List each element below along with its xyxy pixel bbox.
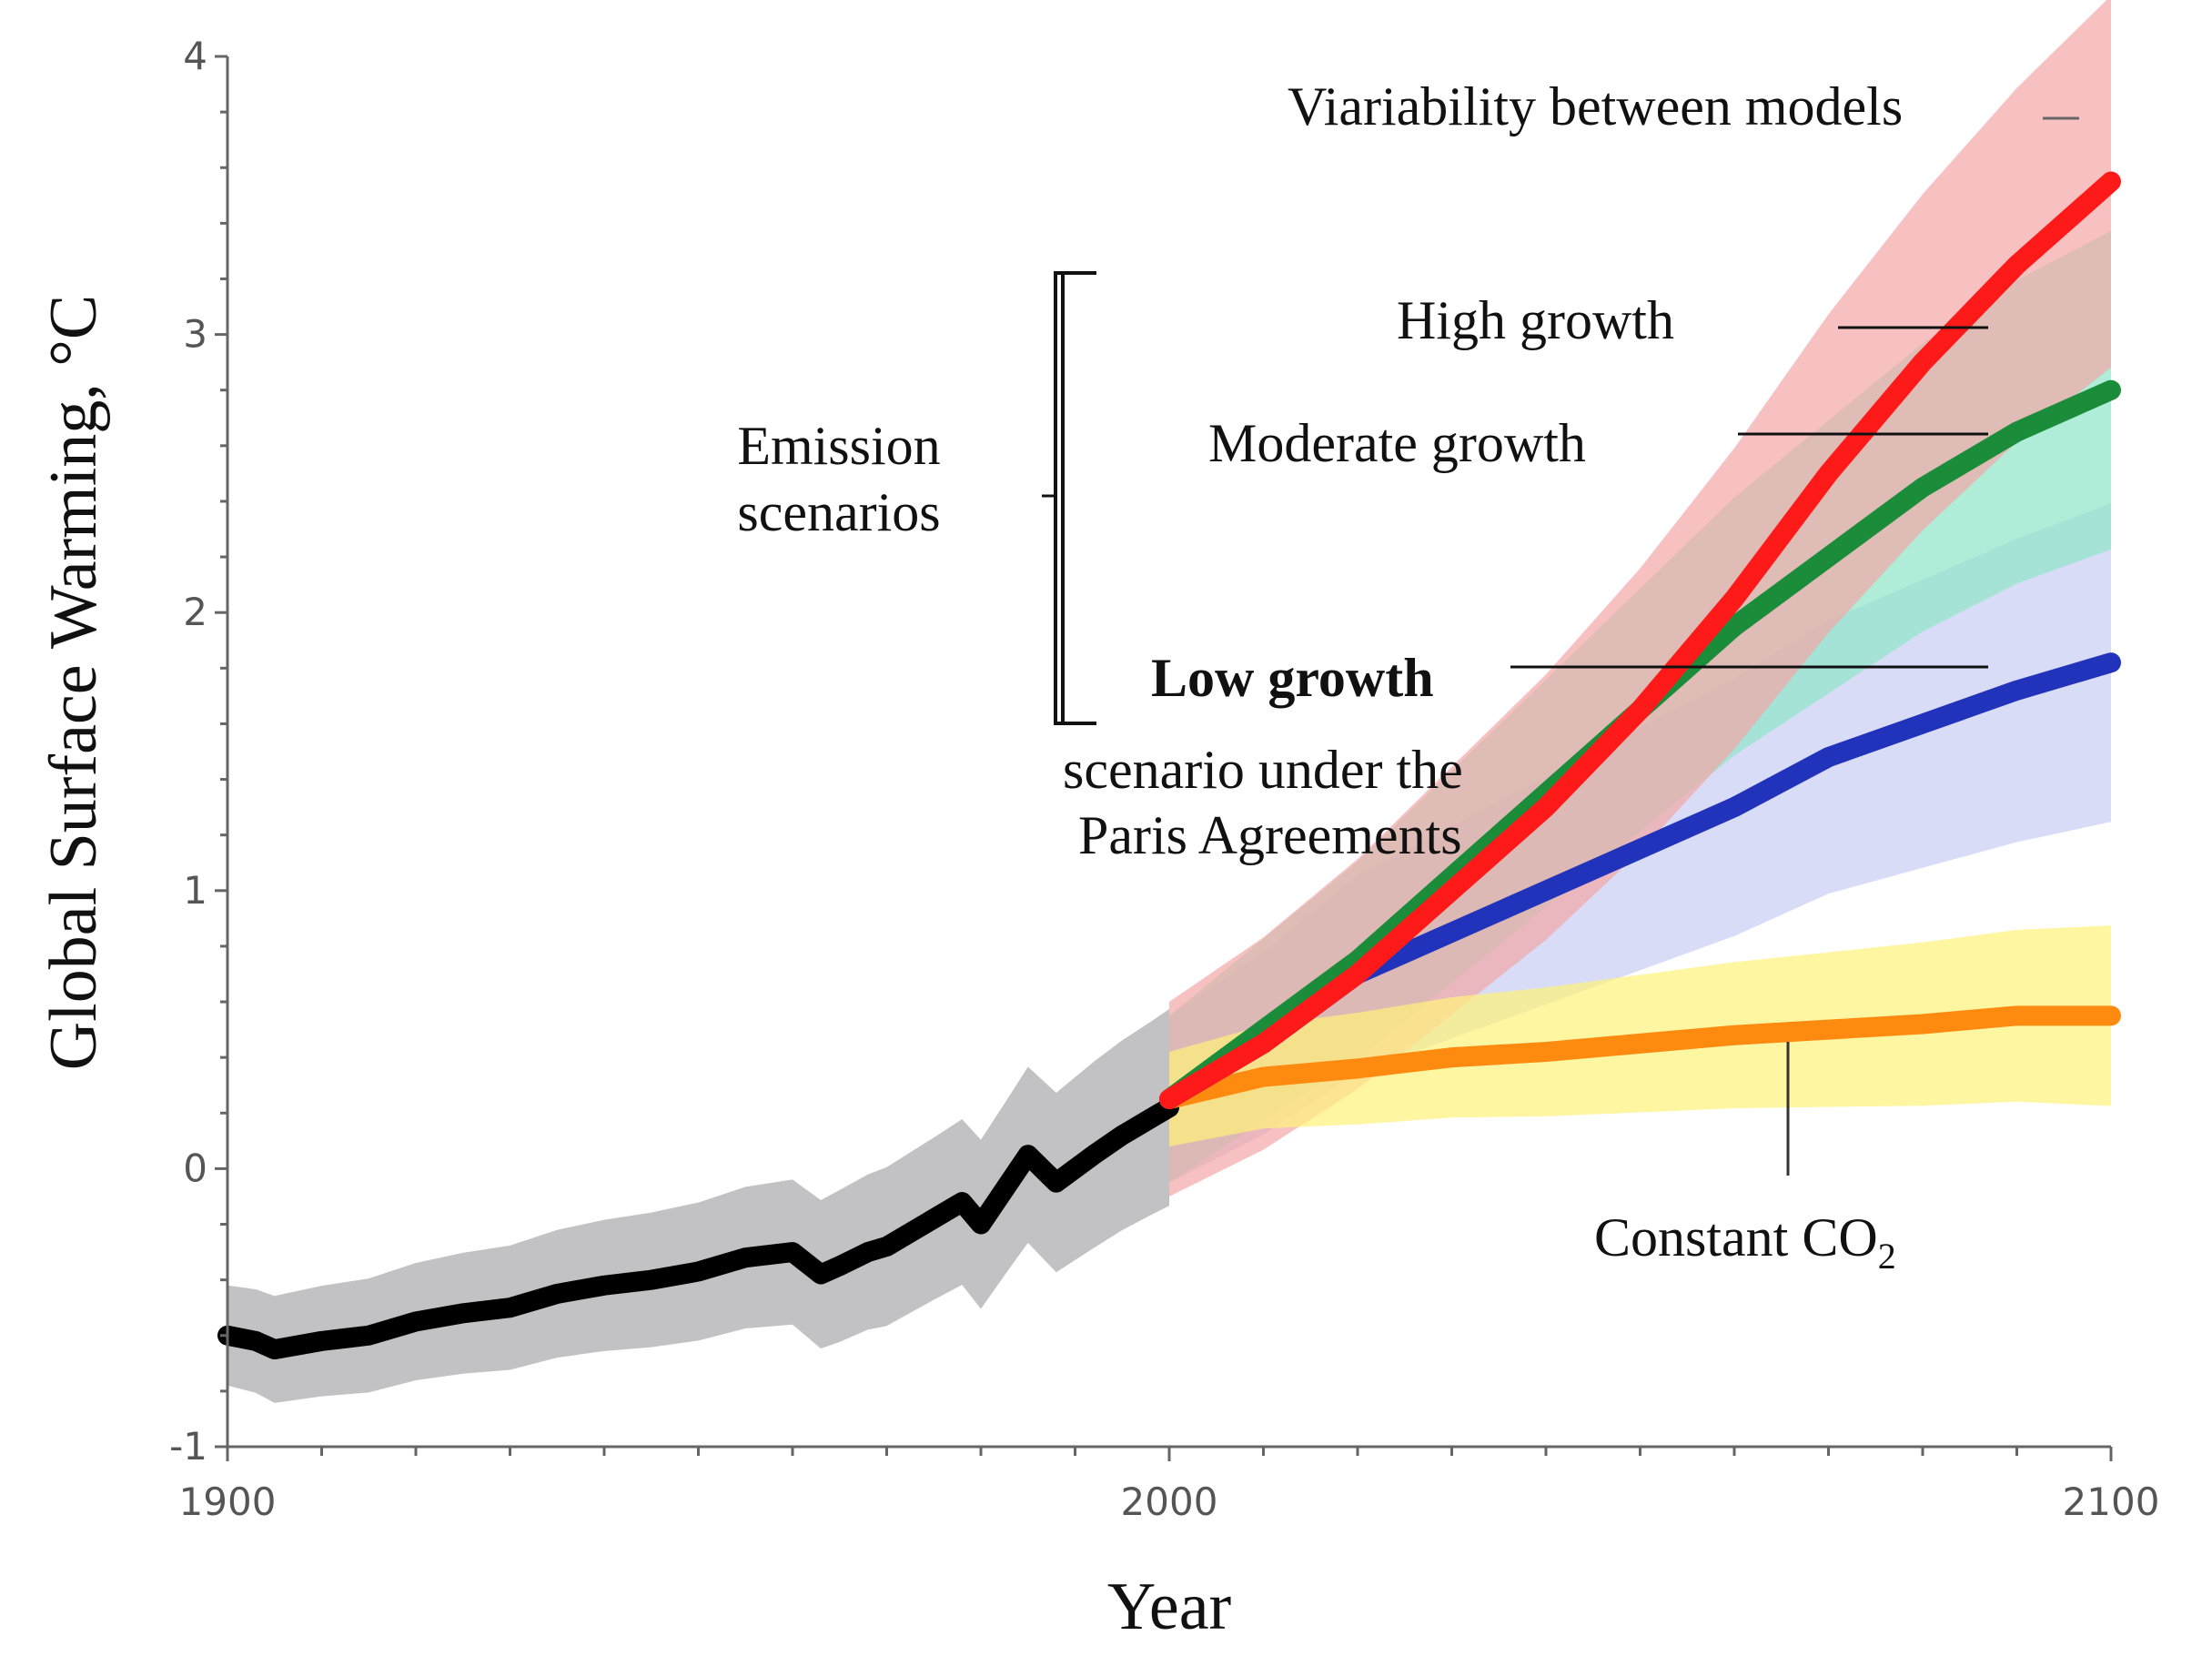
paris-label-line1: scenario under the: [1063, 740, 1463, 800]
emission-label-line1: Emission: [737, 416, 940, 476]
x-axis-title: Year: [1107, 1570, 1231, 1644]
emission-label-line2: scenarios: [737, 482, 940, 542]
low-growth-label: Low growth: [1151, 648, 1434, 708]
x-axis: 1900 2000 2100: [179, 1445, 2160, 1524]
high-growth-label: High growth: [1397, 290, 1674, 350]
constant-co2-subscript: 2: [1878, 1236, 1896, 1277]
constant-co2-line: [1159, 1005, 2121, 1109]
high-growth-line: [1159, 171, 2121, 1109]
y-axis: -1 0 1 2 3 4: [169, 34, 229, 1469]
x-tick-label: 2000: [1121, 1479, 1218, 1524]
paris-label-line2: Paris Agreements: [1078, 805, 1462, 865]
constant-co2-label: Constant CO2: [1594, 1207, 1896, 1277]
y-ticks: -1 0 1 2 3 4: [169, 34, 227, 1469]
x-tick-label: 2100: [2063, 1479, 2160, 1524]
high-growth-band: [1169, 0, 2111, 1196]
emission-bracket: [1054, 271, 1096, 725]
annotations: Viariability between models High growth …: [737, 76, 2079, 1277]
x-ticks: 1900 2000 2100: [179, 1447, 2160, 1524]
variability-label: Viariability between models: [1288, 76, 1903, 136]
x-tick-label: 1900: [179, 1479, 277, 1524]
series-lines: [217, 171, 2121, 1360]
y-tick-label: -1: [169, 1424, 207, 1469]
y-tick-label: 4: [183, 34, 207, 78]
y-tick-label: 1: [183, 868, 207, 913]
historical-line: [217, 1097, 1179, 1360]
y-tick-label: 0: [183, 1146, 207, 1190]
y-axis-title: Global Surface Warming, °C: [36, 295, 111, 1071]
y-tick-label: 3: [183, 312, 207, 357]
constant-co2-label-text: Constant CO: [1594, 1207, 1878, 1267]
y-tick-label: 2: [183, 590, 207, 634]
moderate-growth-label: Moderate growth: [1208, 413, 1586, 473]
